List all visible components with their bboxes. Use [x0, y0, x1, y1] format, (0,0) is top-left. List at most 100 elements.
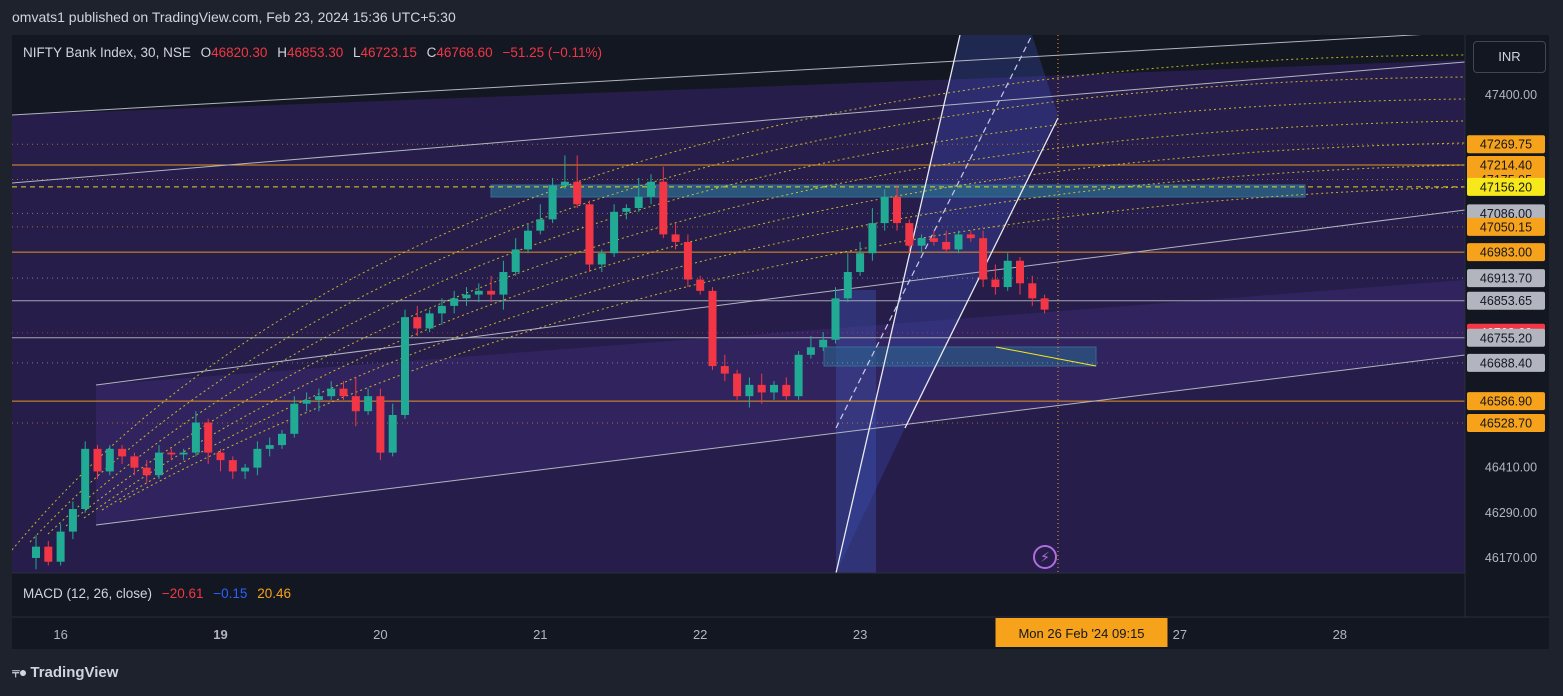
price-label-text: 46913.70	[1480, 272, 1532, 286]
price-label-text: 46528.70	[1480, 416, 1532, 430]
candle-body	[511, 249, 520, 273]
low-value: 46723.15	[360, 45, 417, 60]
fib-arc	[119, 186, 1465, 503]
time-tick-label: 28	[1333, 627, 1347, 642]
candle-body	[979, 238, 988, 280]
candle-body	[130, 456, 139, 468]
horizontal-levels	[12, 143, 1465, 424]
candle-body	[782, 384, 791, 397]
candle-body	[794, 354, 803, 397]
tradingview-logo-icon: ⫧●	[12, 664, 27, 680]
price-axis[interactable]: 47400.00 46410.00 46290.00 46170.00 47269.75…	[1467, 88, 1545, 565]
candle-body	[720, 366, 729, 374]
change-value: −51.25 (−0.11%)	[502, 45, 603, 60]
candle-body	[351, 396, 360, 412]
macd-signal-value: 20.46	[257, 586, 291, 601]
price-label-badge	[1467, 269, 1545, 288]
candle-body	[93, 448, 102, 472]
candle-body	[388, 414, 397, 453]
time-tick-label: 27	[1173, 627, 1187, 642]
lightning-icon[interactable]: ⚡	[1033, 545, 1057, 569]
fib-arcs	[12, 54, 1465, 551]
mid-trendline	[12, 61, 1465, 184]
footer-brand[interactable]: ⫧● TradingView	[12, 664, 118, 681]
channel-bottom-line	[95, 354, 1465, 526]
price-label-text: 46983.00	[1480, 246, 1532, 260]
macd-line-value: −0.15	[213, 586, 248, 601]
rising-channel-left	[835, 35, 961, 573]
upper-trendline	[12, 35, 1422, 116]
price-label-badge	[1467, 156, 1545, 175]
candle-body	[56, 531, 65, 562]
candle-body	[68, 509, 77, 532]
candle-body	[905, 223, 914, 246]
candle-body	[155, 452, 163, 476]
candle-body	[917, 238, 926, 246]
candle-body	[1016, 260, 1024, 284]
candle-body	[966, 234, 975, 239]
brand-name: TradingView	[30, 664, 119, 681]
currency-button[interactable]: INR	[1473, 41, 1546, 73]
price-label-badge	[1467, 328, 1545, 347]
candle-body	[413, 317, 422, 329]
support-zone	[823, 346, 1097, 367]
candle-body	[1040, 298, 1049, 310]
small-trendline	[995, 346, 1097, 367]
symbol-name: NIFTY Bank Index, 30, NSE	[23, 45, 191, 60]
price-label-badge	[1467, 413, 1545, 432]
open-label: O	[200, 45, 212, 60]
vertical-range-box	[836, 290, 876, 573]
rising-channel-mid	[835, 35, 1033, 429]
candle-body	[659, 181, 668, 235]
price-tick-label: 47400.00	[1485, 88, 1537, 102]
candle-body	[302, 399, 311, 404]
high-label: H	[277, 45, 287, 60]
candle-body	[487, 290, 496, 295]
price-label-badge	[1467, 135, 1545, 154]
fib-arc	[83, 142, 1465, 519]
candle-body	[585, 204, 594, 265]
time-axis[interactable]: 16 19 20 21 22 23 27 28 Mon 26 Feb '24 09:15	[53, 618, 1347, 647]
candle-body	[339, 388, 348, 397]
macd-legend: MACD (12, 26, close) −20.61 −0.15 20.46	[23, 586, 291, 601]
candle-body	[708, 290, 717, 367]
time-tick-label: 23	[853, 627, 867, 642]
candle-body	[856, 253, 865, 273]
candles[interactable]	[32, 155, 1049, 570]
symbol-legend: NIFTY Bank Index, 30, NSE O46820.30 H468…	[23, 45, 602, 60]
fib-arc	[29, 76, 1465, 543]
time-tick-label: 22	[693, 627, 707, 642]
candle-body	[770, 384, 778, 393]
candle-body	[991, 279, 1000, 288]
candle-body	[314, 396, 323, 400]
candle-body	[1003, 260, 1012, 288]
candle-body	[929, 238, 938, 242]
candle-body	[474, 290, 483, 295]
channel-fill	[96, 280, 1465, 525]
candle-body	[757, 384, 766, 393]
candle-body	[622, 208, 631, 212]
price-label-text: 46853.65	[1480, 294, 1532, 308]
price-label-text: 47086.00	[1480, 207, 1532, 221]
candle-body	[893, 196, 901, 224]
candle-body	[142, 467, 151, 476]
candle-body	[241, 467, 250, 472]
candle-body	[118, 448, 127, 457]
candle-body	[524, 230, 532, 250]
crosshair-time-badge	[995, 618, 1168, 647]
price-tick-label: 46170.00	[1485, 551, 1537, 565]
candle-body	[437, 305, 446, 314]
candle-body	[216, 452, 225, 461]
price-label-badge	[1467, 392, 1545, 411]
time-tick-label: 16	[53, 627, 67, 642]
candle-body	[462, 294, 471, 299]
candle-body	[499, 272, 508, 295]
candle-body	[1028, 283, 1037, 299]
high-value: 46853.30	[286, 45, 344, 60]
macd-pane[interactable]	[12, 574, 1465, 616]
candle-body	[167, 452, 176, 455]
price-label-text: 46688.40	[1480, 356, 1532, 370]
price-label-text: 46586.90	[1480, 395, 1532, 409]
candle-body	[204, 422, 213, 453]
